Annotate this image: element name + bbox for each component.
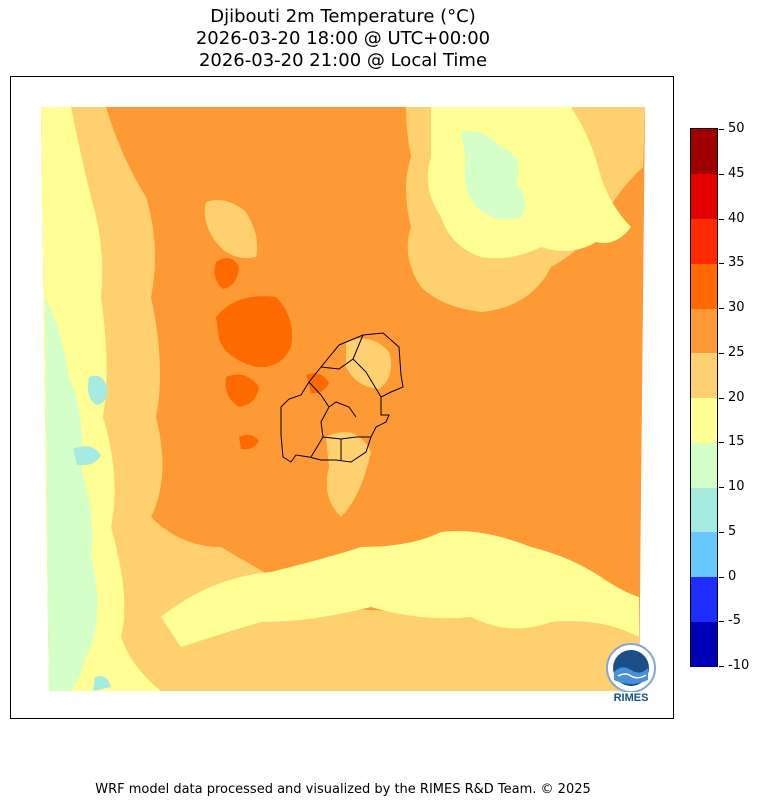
colorbar-tick (719, 621, 724, 622)
field-30-35-patch-1 (216, 296, 292, 368)
field-5-10-patch-3 (93, 676, 111, 691)
colorbar-segment (691, 621, 717, 667)
colorbar-tick (719, 308, 724, 309)
field-20-25-central-1 (204, 199, 258, 258)
field-30-35-patch-3 (225, 374, 259, 407)
field-20-25-west (41, 107, 639, 691)
colorbar-tick (719, 174, 724, 175)
temperature-map (41, 107, 645, 691)
colorbar-tick (719, 219, 724, 220)
colorbar-tick (719, 532, 724, 533)
colorbar-segment (691, 531, 717, 577)
colorbar-tick-label: 5 (728, 524, 737, 539)
colorbar-segment (691, 576, 717, 622)
colorbar-segment (691, 397, 717, 443)
djibouti-border (280, 332, 404, 463)
colorbar-segment (691, 173, 717, 219)
title-utc-time: 2026-03-20 18:00 @ UTC+00:00 (195, 28, 491, 49)
field-10-15-northeast (461, 131, 525, 220)
colorbar-tick (719, 577, 724, 578)
colorbar-tick-label: -10 (728, 658, 750, 673)
title-variable: Djibouti 2m Temperature (°C) (210, 6, 476, 27)
colorbar-tick (719, 487, 724, 488)
colorbar-tick-label: 0 (728, 569, 737, 584)
colorbar-tick-label: 50 (728, 121, 745, 136)
rimes-logo-text: RIMES (613, 692, 649, 704)
colorbar-tick (719, 263, 724, 264)
colorbar-tick-label: 25 (728, 345, 745, 360)
figure-title: Djibouti 2m Temperature (°C) 2026-03-20 … (0, 6, 686, 72)
colorbar-tick-label: 45 (728, 166, 745, 181)
field-30-35-patch-2 (214, 258, 239, 289)
title-local-time: 2026-03-20 21:00 @ Local Time (198, 50, 488, 71)
colorbar (690, 128, 718, 667)
colorbar-segment (691, 129, 717, 175)
rimes-emblem-icon (606, 643, 656, 693)
field-5-10-patch-1 (88, 375, 108, 405)
colorbar-segment (691, 487, 717, 533)
colorbar-tick-label: 40 (728, 211, 745, 226)
colorbar-tick-label: 10 (728, 479, 745, 494)
colorbar-tick (719, 398, 724, 399)
colorbar-tick-label: 30 (728, 300, 745, 315)
colorbar-segment (691, 218, 717, 264)
colorbar-tick-label: 15 (728, 434, 745, 449)
colorbar-segment (691, 263, 717, 309)
colorbar-segment (691, 442, 717, 488)
field-15-20-south (161, 531, 639, 647)
colorbar-tick (719, 666, 724, 667)
region-boundaries (308, 334, 382, 460)
footer-credit: WRF model data processed and visualized … (95, 782, 591, 797)
colorbar-tick (719, 129, 724, 130)
field-20-25-central-3 (326, 432, 371, 517)
rimes-logo: RIMES (600, 640, 662, 706)
colorbar-tick (719, 353, 724, 354)
field-20-25-central-2 (346, 338, 392, 389)
colorbar-segment (691, 352, 717, 398)
colorbar-tick-label: 20 (728, 390, 745, 405)
colorbar-tick-label: 35 (728, 255, 745, 270)
colorbar-tick-label: -5 (728, 613, 741, 628)
colorbar-segment (691, 308, 717, 354)
field-10-15-west (45, 297, 98, 691)
field-5-10-patch-2 (73, 446, 101, 466)
colorbar-tick (719, 442, 724, 443)
field-30-35-patch-5 (239, 434, 259, 450)
map-frame (10, 76, 674, 719)
